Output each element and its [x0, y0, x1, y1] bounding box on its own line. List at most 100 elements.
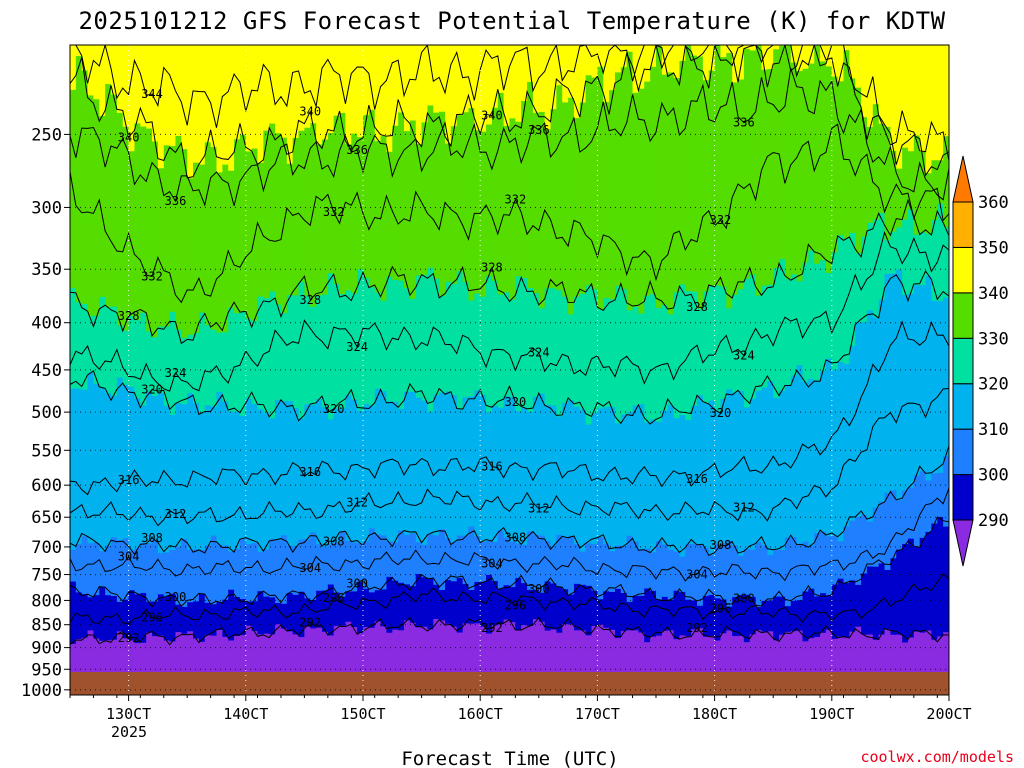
contour-label: 296	[710, 602, 732, 616]
contour-band	[152, 148, 159, 269]
contour-band	[269, 290, 276, 347]
contour-band	[105, 368, 112, 394]
contour-band	[825, 535, 833, 568]
contour-band	[550, 582, 557, 599]
contour-band	[456, 270, 464, 352]
contour-band	[931, 591, 938, 640]
contour-band	[579, 461, 587, 505]
contour-band	[755, 629, 763, 695]
contour-band	[222, 381, 229, 402]
contour-band	[802, 564, 809, 592]
contour-band	[304, 602, 311, 627]
x-axis: 130CT 140CT 150CT 160CT 170CT 180CT 190CT 200CT	[69, 695, 972, 723]
contour-band	[70, 549, 77, 566]
contour-band	[925, 275, 933, 327]
contour-band	[597, 45, 604, 60]
contour-band	[925, 202, 933, 234]
colorbar-label: 300	[978, 466, 1009, 486]
contour-band	[204, 577, 212, 603]
contour-band	[321, 204, 329, 295]
contour-band	[339, 330, 347, 409]
contour-band	[239, 353, 247, 416]
contour-band	[550, 45, 557, 110]
contour-band	[351, 349, 358, 400]
contour-band	[275, 243, 282, 305]
contour-band	[228, 369, 235, 412]
contour-band	[75, 617, 83, 640]
contour-band	[773, 639, 780, 695]
contour-band	[544, 59, 552, 130]
contour-line-304	[70, 487, 949, 582]
credit-link[interactable]: coolwx.com/models	[860, 748, 1014, 766]
contour-band	[685, 112, 692, 251]
contour-band	[732, 517, 739, 546]
contour-line-308	[70, 445, 949, 556]
contour-band	[855, 584, 862, 618]
contour-band	[702, 562, 710, 597]
contour-band	[556, 570, 563, 588]
contour-band	[245, 600, 253, 613]
contour-band	[87, 80, 95, 96]
contour-band	[163, 568, 171, 597]
contour-band	[357, 136, 364, 171]
contour-band	[761, 45, 768, 62]
contour-band	[175, 574, 182, 605]
chart-title: 2025101212 GFS Forecast Potential Temper…	[78, 7, 945, 35]
contour-band	[486, 60, 493, 125]
contour-band	[509, 457, 516, 507]
contour-band	[544, 371, 552, 405]
contour-band	[556, 136, 563, 231]
y-tick-label: 1000	[21, 681, 62, 701]
contour-band	[931, 472, 938, 498]
contour-band	[573, 472, 581, 514]
contour-band	[421, 274, 429, 344]
contour-band	[445, 82, 452, 144]
contour-band	[579, 408, 587, 463]
contour-band	[169, 549, 177, 570]
contour-band	[280, 473, 288, 517]
contour-band	[404, 534, 411, 563]
contour-band	[333, 45, 341, 79]
contour-band	[697, 605, 704, 616]
contour-band	[931, 523, 938, 593]
contour-band	[75, 638, 83, 695]
contour-band	[673, 564, 681, 591]
contour-band	[163, 621, 171, 641]
contour-band	[333, 283, 341, 322]
contour-band	[538, 605, 546, 622]
contour-band	[784, 536, 792, 575]
contour-band	[890, 251, 897, 274]
contour-band	[515, 64, 522, 122]
contour-band	[603, 475, 610, 520]
contour-band	[468, 345, 475, 397]
contour-band	[907, 636, 915, 695]
contour-band	[943, 578, 949, 633]
contour-band	[128, 589, 136, 619]
contour-band	[316, 627, 323, 695]
contour-band	[421, 342, 429, 401]
contour-band	[198, 311, 206, 386]
contour-band	[937, 331, 944, 397]
contour-band	[697, 543, 704, 570]
contour-band	[556, 496, 563, 535]
colorbar-segment	[952, 292, 974, 339]
contour-band	[644, 243, 651, 296]
contour-band	[193, 548, 200, 567]
colorbar-label: 310	[978, 420, 1009, 440]
contour-band	[544, 287, 552, 373]
contour-band	[497, 563, 505, 589]
contour-band	[462, 64, 470, 113]
contour-band	[943, 631, 949, 695]
y-tick-label: 700	[31, 538, 62, 558]
contour-band	[702, 518, 710, 548]
contour-band	[509, 607, 516, 623]
contour-band	[398, 330, 405, 409]
contour-band	[620, 414, 628, 479]
contour-band	[70, 618, 77, 644]
contour-band	[310, 129, 317, 209]
contour-band	[573, 71, 581, 119]
contour-band	[409, 622, 417, 695]
contour-label: 300	[346, 576, 368, 590]
contour-band	[626, 110, 634, 263]
contour-band	[708, 284, 716, 360]
